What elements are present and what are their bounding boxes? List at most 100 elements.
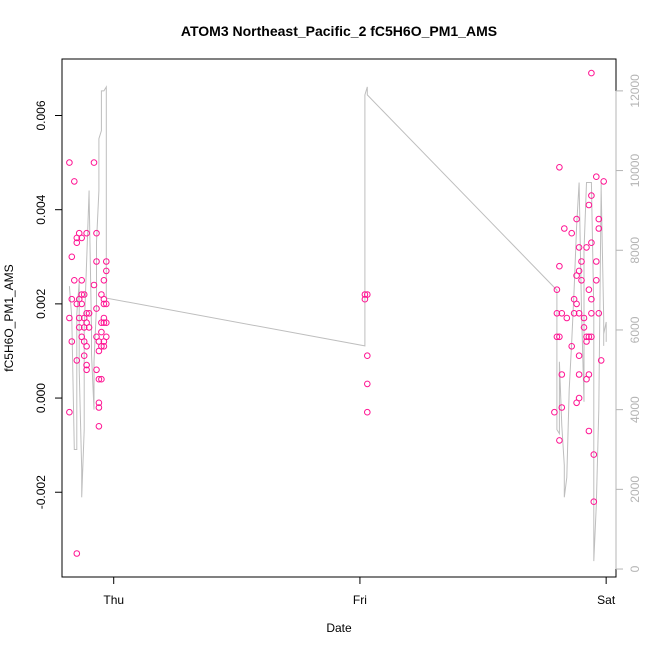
y-tick-label: 0.006 bbox=[34, 100, 48, 130]
data-point bbox=[556, 164, 563, 171]
data-point bbox=[100, 343, 108, 350]
data-point bbox=[595, 310, 603, 317]
axes-layer: Thu Fri Sat -0.002 0.000 0.002 0.004 0.006 0 2000… bbox=[34, 74, 642, 607]
data-point bbox=[66, 159, 73, 166]
data-point bbox=[73, 550, 81, 557]
data-point bbox=[68, 253, 76, 261]
data-point bbox=[93, 229, 100, 237]
data-point bbox=[90, 159, 98, 166]
data-point bbox=[68, 338, 76, 345]
data-point bbox=[585, 371, 593, 378]
data-point bbox=[98, 375, 105, 383]
data-point bbox=[100, 300, 108, 308]
data-point bbox=[578, 258, 585, 265]
data-point bbox=[590, 498, 598, 506]
y2-tick-label: 6000 bbox=[628, 316, 642, 343]
data-point bbox=[580, 314, 588, 322]
data-point bbox=[570, 310, 578, 317]
data-point bbox=[551, 408, 558, 416]
y-axis-label: fC5H6O_PM1_AMS bbox=[2, 264, 16, 371]
data-point bbox=[561, 225, 568, 232]
x-axis-label: Date bbox=[326, 621, 352, 635]
data-point bbox=[78, 300, 85, 308]
data-point bbox=[364, 291, 371, 298]
data-point bbox=[575, 310, 583, 317]
data-point bbox=[103, 267, 110, 275]
series-line bbox=[68, 85, 607, 562]
data-point bbox=[73, 357, 81, 364]
data-point bbox=[585, 286, 593, 294]
data-point bbox=[563, 314, 571, 322]
data-point bbox=[78, 234, 85, 242]
y2-tick-label: 12000 bbox=[628, 74, 642, 108]
plot-frame bbox=[61, 58, 617, 578]
data-point bbox=[595, 215, 603, 223]
data-point bbox=[103, 258, 110, 265]
data-point bbox=[573, 215, 580, 223]
data-point bbox=[95, 423, 103, 430]
data-point bbox=[90, 281, 98, 289]
data-point bbox=[83, 229, 90, 237]
data-point bbox=[590, 451, 598, 458]
data-point bbox=[593, 258, 600, 265]
data-point bbox=[558, 371, 566, 378]
data-point bbox=[558, 310, 566, 317]
data-point bbox=[75, 324, 83, 331]
data-point bbox=[553, 333, 561, 341]
data-point bbox=[103, 300, 110, 308]
data-point bbox=[95, 399, 103, 407]
data-point bbox=[83, 366, 90, 374]
data-point bbox=[71, 178, 78, 185]
data-point bbox=[71, 277, 78, 284]
data-point bbox=[588, 310, 595, 317]
data-point bbox=[95, 375, 103, 383]
data-point bbox=[600, 178, 608, 185]
chart-title: ATOM3 Northeast_Pacific_2 fC5H6O_PM1_AMS bbox=[181, 23, 497, 39]
y-tick-label: -0.002 bbox=[34, 475, 48, 509]
data-point bbox=[556, 333, 563, 341]
data-point bbox=[83, 343, 90, 350]
y2-tick-label: 10000 bbox=[628, 154, 642, 188]
data-point bbox=[78, 291, 85, 298]
data-point bbox=[103, 333, 110, 341]
data-point bbox=[553, 286, 561, 294]
data-point bbox=[364, 380, 371, 388]
data-point bbox=[85, 324, 93, 331]
data-point bbox=[575, 267, 583, 275]
data-point bbox=[597, 357, 605, 364]
data-point bbox=[585, 427, 593, 435]
data-point bbox=[75, 314, 83, 322]
data-point bbox=[588, 333, 595, 341]
data-point bbox=[95, 404, 103, 411]
y-tick-label: 0.000 bbox=[34, 383, 48, 413]
data-point bbox=[585, 333, 593, 341]
data-point bbox=[68, 295, 76, 303]
data-point bbox=[93, 305, 100, 312]
data-point bbox=[364, 408, 371, 416]
y2-tick-label: 2000 bbox=[628, 476, 642, 503]
x-tick-label: Thu bbox=[103, 593, 124, 607]
data-point bbox=[575, 352, 583, 360]
secondary-line-layer bbox=[68, 85, 607, 562]
data-point bbox=[568, 229, 576, 237]
data-point bbox=[100, 319, 108, 327]
data-point bbox=[98, 328, 105, 336]
x-tick-label: Sat bbox=[597, 593, 616, 607]
data-point bbox=[93, 366, 100, 374]
data-point bbox=[66, 314, 73, 322]
data-point bbox=[80, 352, 88, 360]
data-point bbox=[588, 69, 595, 77]
data-point bbox=[593, 173, 600, 180]
data-point bbox=[93, 258, 100, 265]
data-point bbox=[575, 244, 583, 251]
data-point bbox=[583, 333, 590, 341]
data-point bbox=[575, 371, 583, 378]
data-point bbox=[588, 295, 595, 303]
data-point bbox=[585, 201, 593, 209]
data-point bbox=[580, 324, 588, 331]
points-layer bbox=[66, 69, 608, 557]
data-point bbox=[80, 291, 88, 298]
data-point bbox=[578, 277, 585, 284]
y-tick-label: 0.004 bbox=[34, 194, 48, 224]
y-tick-label: 0.002 bbox=[34, 289, 48, 319]
